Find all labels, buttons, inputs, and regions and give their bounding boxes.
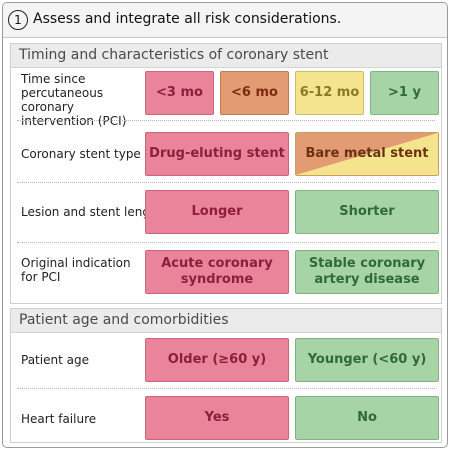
row-divider [17, 120, 435, 121]
cell-acute-coronary-syndrome: Acute coronary syndrome [145, 250, 289, 294]
cell-no: No [295, 396, 439, 440]
row-label-lesion-stent-length: Lesion and stent length [21, 205, 163, 219]
row-label-original-indication: Original indication for PCI [21, 256, 131, 284]
cell-lt-3-mo: <3 mo [145, 71, 214, 115]
row-divider [17, 182, 435, 183]
cell-bare-metal-stent: Bare metal stent [295, 132, 439, 176]
step-header: 1 Assess and integrate all risk consider… [3, 3, 447, 38]
section-title: Timing and characteristics of coronary s… [19, 47, 329, 63]
cell-6-12-mo: 6-12 mo [295, 71, 364, 115]
cell-older: Older (≥60 y) [145, 338, 289, 382]
cell-lt-6-mo: <6 mo [220, 71, 289, 115]
row-label-heart-failure: Heart failure [21, 412, 97, 426]
row-label-patient-age: Patient age [21, 353, 89, 367]
row-divider [17, 388, 435, 389]
section-age-comorbidities: Patient age and comorbidities Patient ag… [10, 308, 442, 443]
cell-drug-eluting-stent: Drug-eluting stent [145, 132, 289, 176]
cell-younger: Younger (<60 y) [295, 338, 439, 382]
row-label-time-since-pci: Time since percutaneous coronary interve… [21, 72, 127, 128]
cell-stable-coronary-artery-disease: Stable coronary artery disease [295, 250, 439, 294]
section-title: Patient age and comorbidities [19, 312, 229, 328]
section-header: Timing and characteristics of coronary s… [11, 44, 441, 68]
row-label-stent-type: Coronary stent type [21, 147, 141, 161]
cell-longer: Longer [145, 190, 289, 234]
step-title: Assess and integrate all risk considerat… [33, 11, 342, 27]
split-color-background [296, 133, 438, 175]
cell-yes: Yes [145, 396, 289, 440]
section-header: Patient age and comorbidities [11, 309, 441, 333]
bare-metal-stent-label: Bare metal stent [305, 146, 429, 161]
row-divider [17, 242, 435, 243]
section-stent-timing: Timing and characteristics of coronary s… [10, 43, 442, 304]
step-number-badge: 1 [8, 10, 28, 30]
cell-shorter: Shorter [295, 190, 439, 234]
cell-gt-1-y: >1 y [370, 71, 439, 115]
